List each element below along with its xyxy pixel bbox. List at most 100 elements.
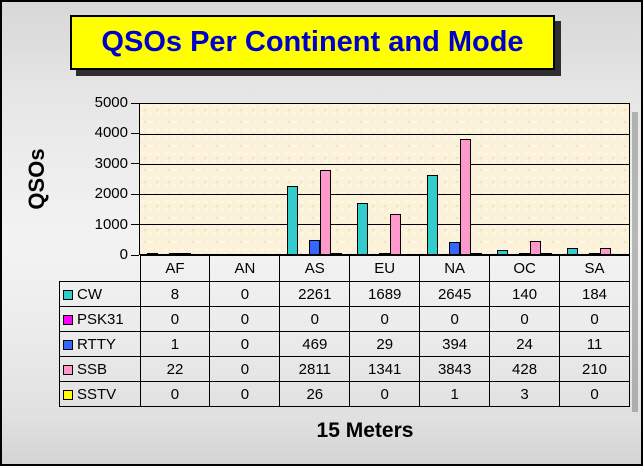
y-tick-label-3000: 3000: [94, 154, 128, 172]
bar-rtty-na: [448, 242, 460, 254]
table-value: 1: [139, 331, 211, 357]
bar-cw-sa: [566, 248, 578, 254]
table-corner-cell: [60, 256, 141, 282]
bar-cw-na: [426, 174, 438, 254]
category-group-oc: [489, 104, 559, 254]
table-value: 184: [559, 281, 630, 307]
table-value: 140: [489, 281, 561, 307]
table-value: 2645: [419, 281, 491, 307]
table-value: 3: [489, 381, 561, 407]
table-value: 210: [559, 356, 630, 382]
bar-rtty-as: [309, 239, 321, 254]
table-value: 0: [349, 306, 421, 332]
column-header-as: AS: [279, 255, 351, 282]
table-value: 3843: [419, 356, 491, 382]
table-value: 29: [349, 331, 421, 357]
column-header-sa: SA: [559, 255, 630, 282]
y-tick-mark: [131, 163, 139, 165]
table-value: 22: [139, 356, 211, 382]
y-tick-label-4000: 4000: [94, 124, 128, 142]
bar-sstv-na: [470, 253, 482, 254]
bar-rtty-oc: [518, 253, 530, 254]
table-value: 1341: [349, 356, 421, 382]
y-tick-label-2000: 2000: [94, 185, 128, 203]
legend-label-psk31: PSK31: [59, 306, 141, 332]
table-value: 0: [209, 281, 281, 307]
bar-cw-as: [287, 186, 299, 254]
table-row-cw: CW 8 0 2261 1689 2645 140 184: [59, 281, 630, 307]
bar-ssb-sa: [599, 247, 611, 254]
table-value: 0: [489, 306, 561, 332]
legend-key-cw-icon: [63, 289, 73, 300]
bars-layer: [140, 104, 629, 254]
table-value: 11: [559, 331, 630, 357]
bar-sstv-as: [331, 253, 343, 254]
legend-key-psk31-icon: [63, 314, 73, 325]
category-group-na: [419, 104, 489, 254]
y-tick-mark: [131, 132, 139, 134]
table-value: 0: [349, 381, 421, 407]
gridline-2000: [140, 194, 629, 195]
category-group-as: [280, 104, 350, 254]
category-group-af: [140, 104, 210, 254]
bar-cw-af: [147, 253, 159, 254]
table-header-row: AF AN AS EU NA OC SA: [60, 255, 630, 282]
legend-label-cw: CW: [59, 281, 141, 307]
y-tick-mark: [131, 254, 139, 256]
y-tick-label-0: 0: [119, 246, 128, 263]
bar-ssb-oc: [529, 241, 541, 254]
chart-title: QSOs Per Continent and Mode: [101, 26, 524, 58]
table-value: 1: [419, 381, 491, 407]
table-value: 0: [139, 306, 211, 332]
table-value: 1689: [349, 281, 421, 307]
column-header-eu: EU: [349, 255, 421, 282]
category-group-eu: [350, 104, 420, 254]
bar-rtty-af: [169, 253, 181, 254]
y-tick-label-5000: 5000: [94, 94, 128, 111]
chart-title-box: QSOs Per Continent and Mode: [70, 15, 555, 70]
table-value: 394: [419, 331, 491, 357]
table-value: 0: [419, 306, 491, 332]
table-value: 0: [279, 306, 351, 332]
y-tick-mark: [131, 102, 139, 104]
table-value: 0: [209, 381, 281, 407]
data-table: AF AN AS EU NA OC SA CW 8 0 2261 1689 2645 140 184 PSK3…: [59, 255, 630, 407]
column-header-an: AN: [209, 255, 281, 282]
category-group-an: [210, 104, 280, 254]
bar-ssb-na: [459, 138, 471, 254]
bar-sstv-oc: [540, 253, 552, 254]
legend-key-rtty-icon: [63, 339, 73, 350]
category-group-sa: [559, 104, 629, 254]
y-tick-mark: [131, 224, 139, 226]
bar-rtty-sa: [588, 253, 600, 254]
legend-label-ssb: SSB: [59, 356, 141, 382]
legend-label-rtty: RTTY: [59, 331, 141, 357]
table-value: 2261: [279, 281, 351, 307]
legend-key-sstv-icon: [63, 389, 73, 400]
table-row-psk31: PSK31 0 0 0 0 0 0 0: [59, 306, 630, 332]
table-value: 0: [209, 306, 281, 332]
table-value: 26: [279, 381, 351, 407]
table-row-ssb: SSB 22 0 2811 1341 3843 428 210: [59, 356, 630, 382]
bar-cw-oc: [496, 249, 508, 254]
table-value: 8: [139, 281, 211, 307]
legend-key-ssb-icon: [63, 364, 73, 375]
chart-drop-shadow: [632, 112, 638, 412]
gridline-4000: [140, 134, 629, 135]
legend-label-sstv: SSTV: [59, 381, 141, 407]
column-header-af: AF: [139, 255, 211, 282]
gridline-1000: [140, 224, 629, 225]
bar-ssb-af: [180, 253, 192, 254]
table-value: 0: [559, 306, 630, 332]
y-tick-mark: [131, 193, 139, 195]
y-axis-title: QSOs: [24, 148, 49, 210]
bar-rtty-eu: [379, 253, 390, 254]
bar-ssb-as: [320, 169, 332, 254]
table-row-sstv: SSTV 0 0 26 0 1 3 0: [59, 381, 630, 407]
table-value: 0: [559, 381, 630, 407]
plot-area: [139, 103, 630, 255]
x-axis-title: 15 Meters: [316, 419, 414, 442]
table-row-rtty: RTTY 1 0 469 29 394 24 11: [59, 331, 630, 357]
y-tick-label-1000: 1000: [94, 215, 128, 233]
